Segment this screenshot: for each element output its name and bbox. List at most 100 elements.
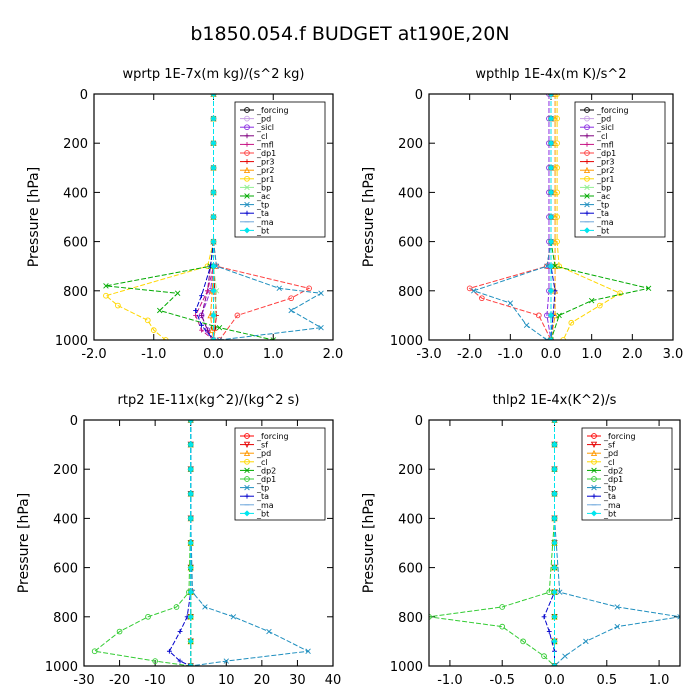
data-point bbox=[551, 539, 558, 547]
panel-title: rtp2 1E-11x(kg^2)/(kg^2 s) bbox=[118, 393, 300, 408]
data-point bbox=[551, 420, 558, 423]
data-point bbox=[547, 263, 555, 270]
y-tick-label: 1000 bbox=[55, 334, 88, 349]
data-point bbox=[199, 322, 204, 328]
legend-marker bbox=[244, 193, 250, 199]
chart-panel-4: thlp2 1E-4x(K^2)/s Pressure [hPa] 0 200 400 6… bbox=[361, 393, 681, 688]
y-tick-label: 600 bbox=[398, 562, 423, 577]
legend-marker bbox=[244, 175, 250, 182]
data-point bbox=[507, 300, 514, 306]
data-point bbox=[554, 164, 560, 171]
y-tick-label: 400 bbox=[53, 512, 78, 527]
legend-label: _ac bbox=[256, 192, 270, 201]
chart-panel-1: wprtp 1E-7x(m kg)/(s^2 kg) Pressure [hPa]… bbox=[26, 67, 343, 362]
data-point bbox=[157, 307, 163, 314]
legend-label: _dp2 bbox=[256, 466, 276, 475]
legend-marker bbox=[583, 227, 591, 234]
x-tick-label: 0.0 bbox=[203, 347, 224, 362]
data-point bbox=[187, 420, 194, 423]
legend-label: _pr1 bbox=[256, 175, 274, 184]
figure-title: b1850.054.f BUDGET at190E,20N bbox=[190, 23, 509, 45]
data-point bbox=[617, 290, 623, 297]
legend-label: _forcing bbox=[256, 432, 289, 441]
legend-label: _sicl bbox=[596, 123, 614, 132]
data-point bbox=[210, 263, 217, 270]
data-point bbox=[554, 189, 560, 196]
data-point bbox=[276, 285, 282, 292]
x-tick-label: 2.0 bbox=[323, 347, 344, 362]
legend-label: _forcing bbox=[596, 106, 629, 115]
data-point bbox=[547, 189, 555, 196]
legend-label: _ta bbox=[596, 209, 609, 218]
legend-label: _tp bbox=[256, 201, 269, 210]
legend-marker bbox=[590, 449, 598, 457]
series-line bbox=[556, 94, 622, 340]
legend-marker bbox=[244, 159, 250, 164]
data-point bbox=[548, 337, 554, 340]
data-point bbox=[209, 326, 216, 334]
legend-marker bbox=[590, 510, 598, 517]
data-point bbox=[551, 420, 558, 424]
legend-label: _pd bbox=[256, 449, 271, 458]
legend-marker bbox=[584, 184, 590, 191]
data-point bbox=[187, 589, 194, 596]
data-point bbox=[205, 288, 210, 294]
series-group bbox=[466, 94, 652, 340]
data-point bbox=[551, 564, 558, 571]
legend-marker bbox=[591, 493, 597, 499]
legend-marker bbox=[243, 227, 251, 234]
y-tick-label: 800 bbox=[398, 611, 423, 626]
data-point bbox=[115, 302, 121, 309]
x-tick-label: -0.5 bbox=[490, 673, 515, 688]
y-tick-label: 200 bbox=[63, 137, 88, 152]
data-point bbox=[187, 466, 194, 473]
x-tick-label: 2.0 bbox=[622, 347, 643, 362]
data-point bbox=[554, 94, 560, 97]
legend-label: _ta bbox=[256, 492, 269, 501]
y-tick-label: 0 bbox=[415, 88, 423, 103]
legend-label: _sicl bbox=[256, 123, 274, 132]
y-tick-label: 200 bbox=[398, 463, 423, 478]
data-point bbox=[318, 324, 324, 331]
legend-label: _bp bbox=[596, 183, 611, 192]
data-point bbox=[520, 638, 526, 645]
y-axis-label: Pressure [hPa] bbox=[26, 167, 42, 267]
data-point bbox=[535, 312, 542, 319]
data-point bbox=[551, 466, 558, 473]
legend-label: _mfl bbox=[256, 140, 274, 149]
legend-label: _tp bbox=[596, 201, 609, 210]
legend-marker bbox=[244, 484, 250, 491]
data-point bbox=[548, 94, 554, 97]
y-tick-label: 1000 bbox=[390, 334, 423, 349]
data-point bbox=[216, 337, 223, 340]
legend-label: _sf bbox=[256, 441, 268, 450]
data-point bbox=[152, 658, 158, 664]
data-point bbox=[210, 189, 217, 196]
data-point bbox=[193, 308, 198, 313]
legend-marker bbox=[244, 493, 250, 499]
data-point bbox=[187, 564, 194, 571]
data-point bbox=[210, 213, 217, 221]
y-tick-label: 400 bbox=[398, 512, 423, 527]
legend-marker bbox=[244, 133, 250, 139]
legend-marker bbox=[584, 115, 590, 122]
legend-label: _ma bbox=[603, 501, 621, 510]
x-tick-label: -1.0 bbox=[437, 673, 462, 688]
chart-panel-3: rtp2 1E-11x(kg^2)/(kg^2 s) Pressure [hPa]… bbox=[16, 393, 341, 688]
legend-marker bbox=[591, 433, 597, 439]
y-tick-label: 800 bbox=[53, 611, 78, 626]
legend-label: _bt bbox=[603, 509, 616, 518]
y-tick-label: 0 bbox=[80, 88, 88, 103]
legend-marker bbox=[584, 193, 590, 199]
legend-label: _mfl bbox=[596, 140, 614, 149]
y-tick-label: 1000 bbox=[45, 660, 78, 675]
legend-marker bbox=[244, 201, 250, 208]
data-point bbox=[560, 337, 567, 340]
legend-label: _pr3 bbox=[256, 158, 274, 167]
data-point bbox=[562, 653, 568, 659]
series-line bbox=[93, 420, 192, 666]
data-point bbox=[223, 658, 230, 664]
legend-marker bbox=[244, 476, 250, 482]
x-tick-label: 1.0 bbox=[581, 347, 602, 362]
x-tick-label: -1.0 bbox=[498, 347, 523, 362]
